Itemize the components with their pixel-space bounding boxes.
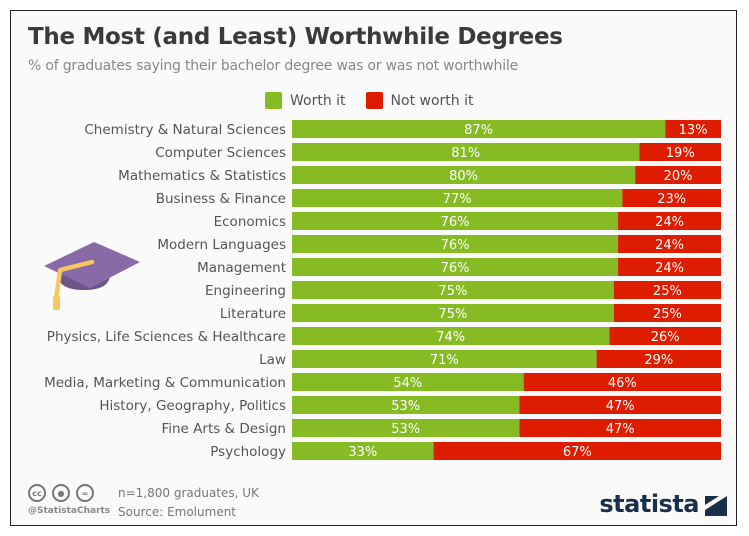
bar-not-worth	[618, 235, 721, 253]
category-label: Business & Finance	[156, 191, 286, 207]
cc-license-icon: cc	[28, 484, 46, 502]
data-label-not-worth: 47%	[606, 422, 635, 437]
data-label-not-worth: 24%	[655, 215, 684, 230]
data-label-worth: 53%	[391, 399, 420, 414]
bar-worth	[292, 419, 520, 437]
category-label: Literature	[220, 306, 286, 322]
chart-title: The Most (and Least) Worthwhile Degrees	[28, 24, 563, 50]
bar-not-worth	[433, 442, 721, 460]
category-label: Engineering	[205, 283, 286, 299]
bar-not-worth	[609, 327, 721, 345]
data-label-worth: 87%	[464, 123, 493, 138]
legend-item-not-worth: Not worth it	[365, 92, 474, 109]
bar-not-worth	[596, 350, 721, 368]
graduation-cap-icon	[44, 242, 140, 310]
bar-not-worth	[519, 396, 721, 414]
bar-worth	[292, 350, 597, 368]
legend-label-not-worth: Not worth it	[390, 92, 474, 109]
category-label: Computer Sciences	[155, 145, 286, 161]
bar-not-worth	[665, 120, 721, 138]
data-label-not-worth: 26%	[651, 330, 680, 345]
chart-subtitle: % of graduates saying their bachelor deg…	[28, 58, 519, 74]
data-label-worth: 54%	[393, 376, 422, 391]
data-label-not-worth: 19%	[666, 146, 695, 161]
data-label-worth: 75%	[438, 307, 467, 322]
category-label: Fine Arts & Design	[161, 421, 286, 437]
data-label-worth: 80%	[449, 169, 478, 184]
data-label-worth: 81%	[451, 146, 480, 161]
category-label: Mathematics & Statistics	[118, 168, 286, 184]
bar-worth	[292, 373, 524, 391]
category-label: Media, Marketing & Communication	[44, 375, 286, 391]
data-label-not-worth: 25%	[653, 284, 682, 299]
data-label-worth: 76%	[441, 215, 470, 230]
bar-worth	[292, 304, 614, 322]
bar-worth	[292, 120, 666, 138]
data-label-worth: 77%	[443, 192, 472, 207]
bar-not-worth	[618, 212, 721, 230]
bar-worth	[292, 143, 640, 161]
category-label: Psychology	[210, 444, 286, 460]
legend-item-worth: Worth it	[265, 92, 346, 109]
data-label-worth: 76%	[441, 238, 470, 253]
bar-worth	[292, 235, 619, 253]
statista-logo-icon	[705, 496, 727, 516]
bar-worth	[292, 281, 614, 299]
sample-note: n=1,800 graduates, UK	[118, 486, 259, 500]
data-label-not-worth: 67%	[563, 445, 592, 460]
bar-worth	[292, 396, 520, 414]
bar-not-worth	[635, 166, 721, 184]
category-label: Law	[259, 352, 286, 368]
data-label-worth: 75%	[438, 284, 467, 299]
bar-not-worth	[639, 143, 721, 161]
bar-not-worth	[519, 419, 721, 437]
data-label-not-worth: 23%	[657, 192, 686, 207]
data-label-worth: 33%	[348, 445, 377, 460]
statista-logo: statista	[599, 490, 699, 518]
category-label: Management	[197, 260, 286, 276]
data-label-not-worth: 13%	[679, 123, 708, 138]
cc-by-icon: ●	[52, 484, 70, 502]
category-label: Physics, Life Sciences & Healthcare	[47, 329, 286, 345]
legend: Worth it Not worth it	[265, 92, 494, 109]
data-label-not-worth: 24%	[655, 261, 684, 276]
data-label-not-worth: 47%	[606, 399, 635, 414]
bar-not-worth	[613, 281, 721, 299]
data-label-not-worth: 20%	[664, 169, 693, 184]
twitter-handle: @StatistaCharts	[28, 506, 111, 516]
category-label: Modern Languages	[157, 237, 286, 253]
data-label-worth: 53%	[391, 422, 420, 437]
bar-worth	[292, 258, 619, 276]
bar-worth	[292, 166, 636, 184]
legend-swatch-not-worth	[365, 92, 383, 109]
bar-worth	[292, 442, 434, 460]
data-label-worth: 74%	[436, 330, 465, 345]
data-label-not-worth: 46%	[608, 376, 637, 391]
bar-worth	[292, 212, 619, 230]
data-label-worth: 76%	[441, 261, 470, 276]
category-label: History, Geography, Politics	[99, 398, 286, 414]
data-label-not-worth: 25%	[653, 307, 682, 322]
bar-not-worth	[613, 304, 721, 322]
category-label: Economics	[214, 214, 286, 230]
bar-not-worth	[618, 258, 721, 276]
source-note: Source: Emolument	[118, 505, 237, 519]
category-label: Chemistry & Natural Sciences	[84, 122, 286, 138]
data-label-worth: 71%	[430, 353, 459, 368]
data-label-not-worth: 29%	[644, 353, 673, 368]
data-label-not-worth: 24%	[655, 238, 684, 253]
bar-not-worth	[523, 373, 721, 391]
cc-nd-icon: =	[76, 484, 94, 502]
bar-worth	[292, 189, 623, 207]
legend-label-worth: Worth it	[290, 92, 346, 109]
bar-worth	[292, 327, 610, 345]
bar-not-worth	[622, 189, 721, 207]
legend-swatch-worth	[265, 92, 282, 109]
